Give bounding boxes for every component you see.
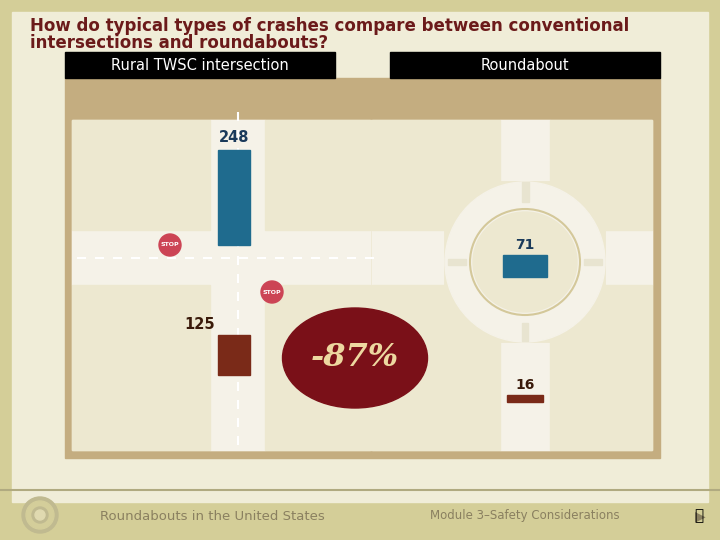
Bar	[218, 335, 250, 375]
Text: Roundabouts in the United States: Roundabouts in the United States	[100, 510, 325, 523]
Text: intersections and roundabouts?: intersections and roundabouts?	[30, 34, 328, 52]
Bar	[265, 285, 370, 450]
Wedge shape	[485, 222, 605, 342]
Circle shape	[445, 182, 605, 342]
Bar	[500, 285, 550, 450]
Polygon shape	[521, 182, 528, 202]
Text: How do typical types of crashes compare between conventional: How do typical types of crashes compare …	[30, 17, 629, 35]
Wedge shape	[445, 222, 565, 342]
Wedge shape	[445, 182, 565, 302]
Circle shape	[35, 510, 45, 520]
Ellipse shape	[282, 308, 428, 408]
Bar	[550, 230, 652, 285]
Bar	[372, 285, 500, 450]
Polygon shape	[448, 259, 466, 265]
Bar	[72, 285, 210, 450]
Text: 125: 125	[184, 317, 215, 332]
Bar	[372, 120, 500, 230]
Bar	[65, 52, 335, 78]
Circle shape	[445, 182, 605, 342]
Bar	[688, 508, 710, 524]
Text: STOP: STOP	[263, 289, 282, 294]
Bar	[507, 395, 543, 402]
Text: 248: 248	[219, 130, 249, 145]
Circle shape	[22, 497, 58, 533]
Wedge shape	[485, 182, 605, 302]
Bar	[550, 285, 652, 450]
Circle shape	[159, 234, 181, 256]
Text: STOP: STOP	[161, 242, 179, 247]
Text: 🔊: 🔊	[694, 509, 703, 523]
Bar	[218, 150, 250, 245]
Bar	[72, 120, 210, 230]
Bar	[500, 120, 550, 230]
Bar	[210, 120, 265, 450]
Text: Roundabout: Roundabout	[481, 57, 570, 72]
Bar	[390, 52, 660, 78]
Circle shape	[261, 281, 283, 303]
Bar	[372, 230, 500, 285]
Ellipse shape	[473, 212, 577, 312]
Bar	[265, 120, 370, 230]
Bar	[72, 120, 652, 450]
Polygon shape	[584, 259, 602, 265]
Text: 71: 71	[516, 238, 535, 252]
Text: Rural TWSC intersection: Rural TWSC intersection	[111, 57, 289, 72]
Polygon shape	[522, 323, 528, 341]
Text: -87%: -87%	[311, 342, 399, 374]
Text: Module 3–Safety Considerations: Module 3–Safety Considerations	[430, 510, 620, 523]
Text: ▶: ▶	[695, 509, 706, 523]
Circle shape	[32, 507, 48, 523]
Bar	[503, 255, 547, 277]
Circle shape	[26, 501, 54, 529]
Bar	[550, 120, 652, 230]
Bar	[65, 78, 660, 458]
Text: 16: 16	[516, 378, 535, 392]
Bar	[72, 230, 370, 285]
